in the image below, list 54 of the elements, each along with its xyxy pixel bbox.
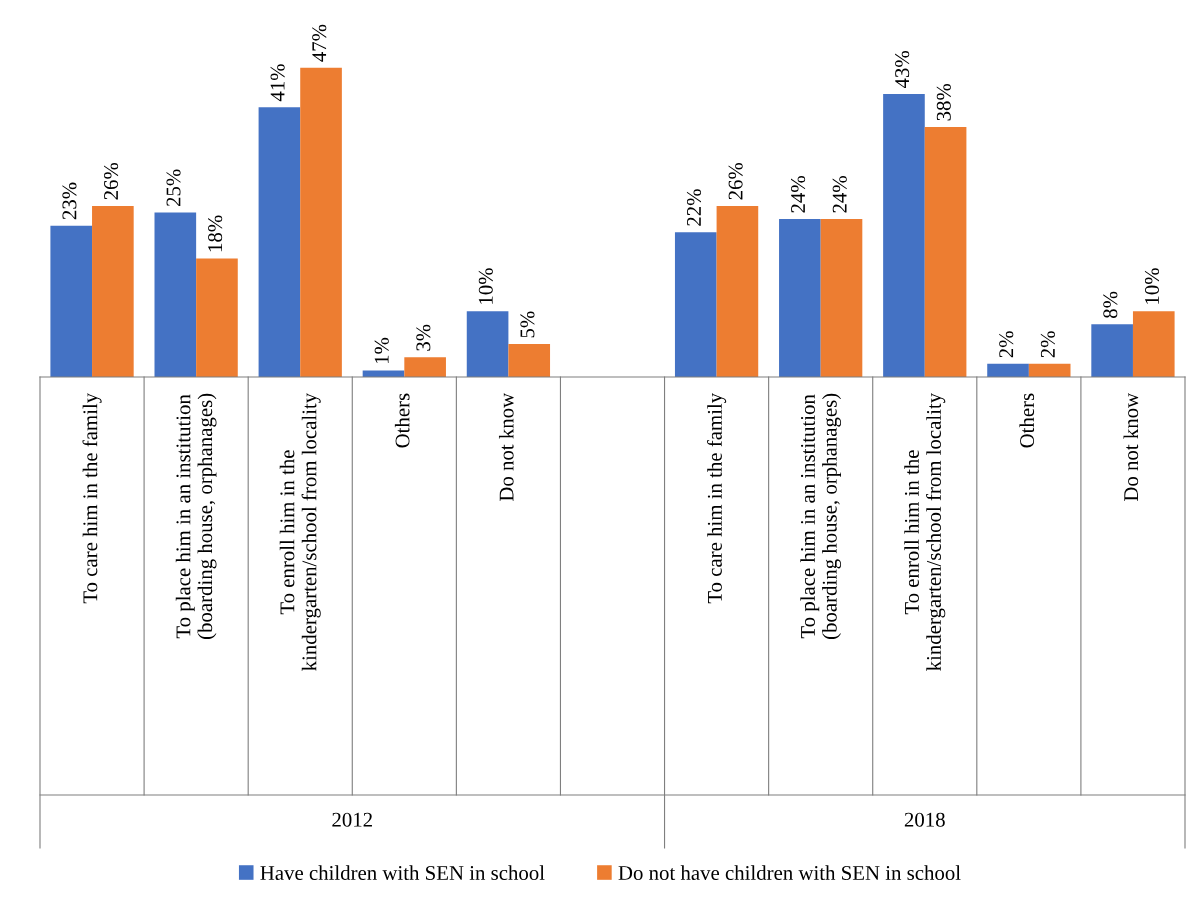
text: 2012: [332, 812, 372, 827]
x-tick-label: Others: [394, 393, 410, 448]
x-tick-label: To enroll him in the kindergarten/school from locality: [904, 392, 946, 671]
data-label: 2%: [999, 331, 1014, 358]
x-tick-label: To care him in the family: [707, 392, 727, 604]
x-tick-label: To place him in an institution (boarding house, orphanages): [175, 393, 217, 639]
bar: [404, 357, 446, 377]
bar: [508, 344, 551, 377]
x-tick-label: Others: [1019, 393, 1035, 448]
bar: [92, 205, 134, 377]
bar: [674, 232, 717, 377]
data-label: 10%: [478, 268, 493, 304]
data-label: 24%: [832, 176, 847, 213]
bar: [883, 94, 925, 377]
data-label: 2%: [1040, 331, 1055, 358]
data-label: 1%: [374, 337, 389, 364]
legend-label: Have children with SEN in school: [260, 865, 545, 881]
data-label: 3%: [416, 324, 431, 351]
bar: [1091, 324, 1133, 377]
bar: [924, 126, 967, 377]
x-tick-label: Do not know: [498, 392, 514, 502]
data-label: 24%: [791, 176, 806, 213]
data-label: 43%: [895, 51, 910, 89]
data-label: 47%: [312, 24, 327, 62]
bar: [196, 258, 238, 377]
bar: [1028, 363, 1071, 377]
bar: [820, 219, 863, 377]
x-tick-label: To care him in the family: [82, 392, 102, 604]
data-label: 38%: [936, 83, 951, 121]
data-label: 26%: [104, 162, 119, 200]
data-label: 18%: [208, 215, 223, 252]
data-label: 10%: [1144, 268, 1160, 304]
data-label: 26%: [728, 162, 743, 200]
bar: [779, 219, 821, 377]
bar: [466, 311, 509, 377]
data-label: 8%: [1103, 291, 1118, 319]
bar: [716, 205, 759, 377]
text: 2018: [904, 812, 945, 827]
bar: [987, 363, 1029, 377]
x-tick-label: To place him in an institution (boarding house, orphanages): [800, 393, 842, 639]
data-label: 25%: [166, 169, 181, 207]
bar: [300, 67, 342, 377]
x-tick-label: To enroll him in the kindergarten/school from locality: [279, 392, 321, 671]
bar: [1132, 311, 1175, 377]
x-tick-label: Do not know: [1123, 392, 1139, 502]
data-label: 23%: [62, 182, 77, 220]
data-label: 41%: [270, 64, 285, 102]
data-label: 5%: [520, 311, 535, 338]
bar: [258, 107, 301, 377]
bar: [50, 225, 93, 377]
bar: [154, 212, 197, 377]
bar: [362, 370, 405, 377]
legend-label: Do not have children with SEN in school: [618, 865, 961, 881]
data-label: 22%: [686, 189, 702, 226]
